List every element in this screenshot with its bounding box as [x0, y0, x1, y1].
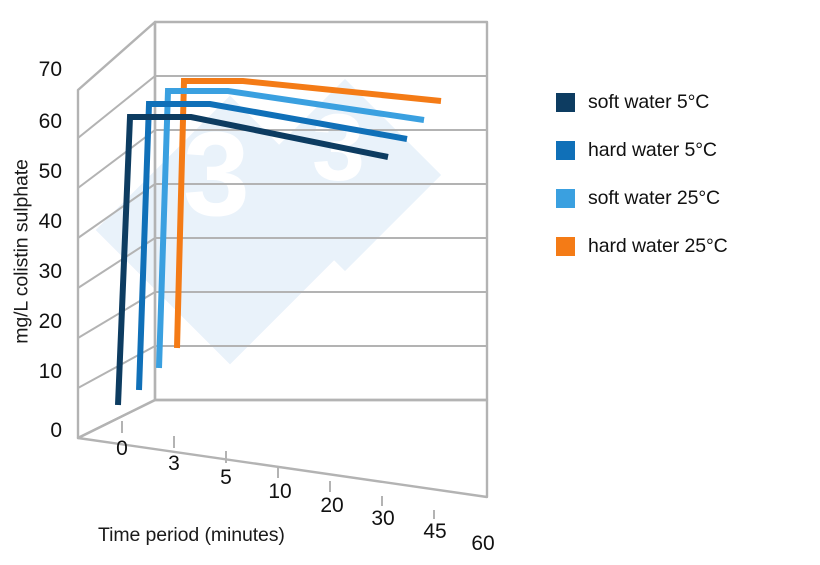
legend-swatch-icon: [556, 188, 575, 208]
svg-text:10: 10: [39, 360, 62, 383]
legend-item-soft-water-5c[interactable]: soft water 5°C: [556, 78, 816, 126]
legend-item-label: soft water 5°C: [588, 90, 710, 113]
series-line-hard-water-5c: [136, 101, 408, 391]
y-axis-ticks: 70 60 50 40 30 20 10 0: [39, 58, 62, 442]
chart-plot-area: 3 3: [10, 20, 495, 555]
legend-item-hard-water-25c[interactable]: hard water 25°C: [556, 222, 816, 270]
svg-text:30: 30: [39, 260, 62, 283]
svg-text:10: 10: [268, 480, 291, 503]
svg-text:30: 30: [371, 507, 394, 530]
chart-frame: [76, 20, 489, 499]
x-axis-title: Time period (minutes): [98, 524, 285, 546]
svg-text:50: 50: [39, 160, 62, 183]
chart-legend: soft water 5°C hard water 5°C soft water…: [556, 78, 816, 270]
svg-text:60: 60: [39, 110, 62, 133]
legend-swatch-icon: [556, 236, 575, 256]
svg-text:20: 20: [39, 310, 62, 333]
series-line-soft-water-25c: [156, 88, 425, 369]
legend-item-hard-water-5c[interactable]: hard water 5°C: [556, 126, 816, 174]
legend-swatch-icon: [556, 92, 575, 112]
series-line-hard-water-25c: [174, 78, 442, 349]
series-lines: [115, 78, 442, 406]
legend-swatch-icon: [556, 140, 575, 160]
svg-text:40: 40: [39, 210, 62, 233]
gridlines-horizontal: [155, 75, 487, 347]
series-line-soft-water-5c: [115, 114, 389, 406]
legend-item-label: soft water 25°C: [588, 186, 721, 209]
svg-text:70: 70: [39, 58, 62, 81]
svg-text:0: 0: [116, 437, 128, 460]
svg-text:45: 45: [423, 520, 446, 543]
y-axis-title: mg/L colistin sulphate: [10, 159, 33, 344]
legend-item-label: hard water 25°C: [588, 234, 728, 257]
svg-text:20: 20: [320, 494, 343, 517]
x-axis-ticks: 0 3 5 10 20 30 45 60: [116, 437, 495, 555]
legend-item-label: hard water 5°C: [588, 138, 717, 161]
line-chart-3d-svg: 3 3: [39, 20, 495, 555]
svg-text:60: 60: [471, 532, 494, 555]
x-axis-ticks-marks: [121, 421, 435, 519]
svg-text:3: 3: [168, 452, 180, 475]
legend-item-soft-water-25c[interactable]: soft water 25°C: [556, 174, 816, 222]
svg-text:5: 5: [220, 466, 232, 489]
svg-text:0: 0: [50, 419, 62, 442]
